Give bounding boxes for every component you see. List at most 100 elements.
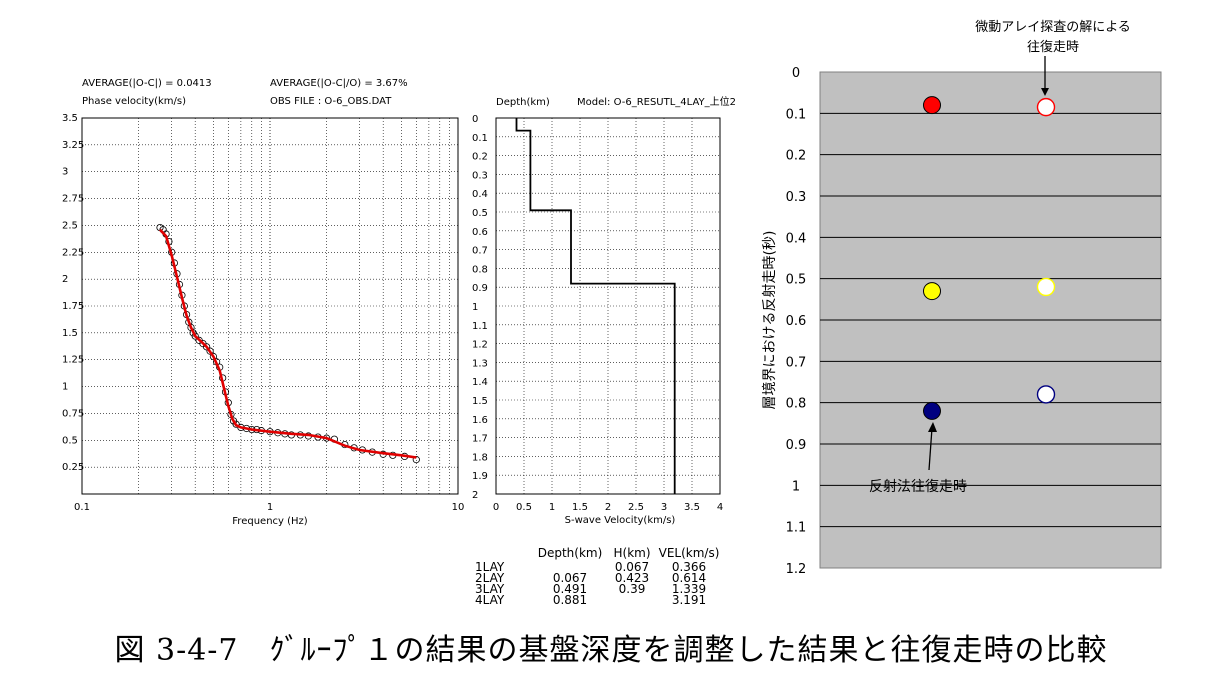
profile-ytick-label: 0.2	[472, 152, 488, 163]
reflection-time-point	[923, 401, 941, 420]
profile-xtick-label: 1	[549, 502, 555, 513]
reflection-time-point	[923, 96, 941, 115]
travel-grid	[820, 112, 1161, 528]
table-cell: 0.366	[672, 560, 706, 574]
layer-table: Depth(km) H(km) VEL(km/s) 1LAY 0.067 0.366 2LA…	[475, 546, 719, 607]
annotation-bottom: 反射法往復走時	[869, 478, 967, 495]
profile-xtick-label: 3.5	[684, 502, 700, 513]
array-solution-point	[1036, 277, 1056, 297]
profile-ytick-label: 1.7	[472, 434, 488, 445]
profile-xtick-label: 3	[661, 502, 667, 513]
annotation-bottom-arrowhead	[928, 422, 937, 432]
dispersion-ytick-label: 0.75	[62, 408, 84, 419]
travel-time-chart: 0 0.1 0.2 0.3 0.4 0.5 0.6 0.7 0.8 0.9 1 1.1 1.2 層境界に…	[762, 20, 1162, 577]
profile-ytick-label: 1.2	[472, 340, 488, 351]
travel-ytick-label: 1.1	[786, 521, 807, 536]
profile-grid	[496, 118, 720, 494]
profile-ytick-label: 1.8	[472, 452, 488, 463]
annotation-top-line1: 微動アレイ探査の解による	[975, 20, 1131, 35]
dispersion-ytick-label: 3.5	[62, 113, 78, 124]
profile-xtick-label: 4	[717, 502, 723, 513]
profile-xlabel: S-wave Velocity(km/s)	[565, 515, 676, 526]
travel-ticks: 0 0.1 0.2 0.3 0.4 0.5 0.6 0.7 0.8 0.9 1 1.1 1.2	[786, 66, 807, 577]
profile-xtick-label: 2.5	[628, 502, 644, 513]
dispersion-xlabel: Frequency (Hz)	[232, 516, 308, 527]
dispersion-ytick-label: 1.75	[62, 301, 84, 312]
profile-ytick-label: 1.6	[472, 415, 488, 426]
profile-xtick-label: 2	[605, 502, 611, 513]
array-solution-point	[1036, 385, 1056, 404]
annotation-top-line2: 往復走時	[1027, 39, 1079, 55]
dispersion-ticks: 3.5 3.25 3 2.75 2.5 2.25 2 1.75 1.5 1.25 1 0.75 0.5 0…	[62, 113, 464, 513]
velocity-profile-chart: Depth(km) Model: O-6_RESUTL_4LAY_上位2 0 0.…	[472, 95, 736, 526]
annotation-top-arrowhead	[1041, 88, 1049, 96]
table-cell: 2LAY	[475, 571, 505, 585]
table-header-cell: Depth(km)	[538, 546, 603, 560]
profile-xtick-label: 0.5	[516, 502, 532, 513]
dispersion-chart: AVERAGE(|O-C|) = 0.0413 AVERAGE(|O-C|/O)…	[62, 78, 464, 527]
table-cell: 0.39	[619, 582, 646, 596]
travel-ytick-label: 0.5	[786, 273, 807, 288]
profile-ytick-label: 0.7	[472, 246, 488, 257]
profile-ytick-label: 0.5	[472, 208, 488, 219]
table-cell: 0.067	[615, 560, 649, 574]
profile-ytick-label: 1.5	[472, 396, 488, 407]
model-text: Model: O-6_RESUTL_4LAY_上位2	[577, 95, 736, 108]
profile-ticks: 0 0.1 0.2 0.3 0.4 0.5 0.6 0.7 0.8 0.9 1 1.1 1.2 1.3 1.…	[472, 114, 723, 513]
observed-point	[191, 332, 199, 340]
figure: AVERAGE(|O-C|) = 0.0413 AVERAGE(|O-C|/O)…	[62, 20, 1162, 607]
profile-ytick-label: 2	[472, 490, 478, 501]
avg-rel-text: AVERAGE(|O-C|/O) = 3.67%	[270, 78, 408, 89]
dispersion-xtick-label: 1	[267, 502, 273, 513]
profile-ytick-label: 1	[472, 302, 478, 313]
profile-ytick-label: 1.4	[472, 377, 488, 388]
profile-ytick-label: 1.1	[472, 321, 488, 332]
travel-ytick-label: 0.8	[786, 397, 807, 412]
dispersion-ytick-label: 0.25	[62, 462, 84, 473]
table-cell: 0.067	[553, 571, 587, 585]
fit-line	[159, 228, 417, 459]
dispersion-ytick-label: 2.25	[62, 247, 84, 258]
fit-line-path	[159, 228, 417, 459]
dispersion-ytick-label: 3.25	[62, 140, 84, 151]
dispersion-ytick-label: 1	[62, 382, 68, 393]
observed-point	[206, 347, 214, 355]
obs-file-text: OBS FILE : O-6_OBS.DAT	[270, 96, 392, 107]
travel-ytick-label: 0.9	[786, 438, 807, 453]
travel-ytick-label: 0.2	[786, 149, 807, 164]
dispersion-ytick-label: 3	[62, 167, 68, 178]
travel-ytick-label: 1.2	[786, 562, 807, 577]
travel-ytick-label: 0	[792, 66, 800, 81]
table-cell: 0.881	[553, 593, 587, 607]
velocity-profile-line	[515, 118, 676, 494]
profile-ytick-label: 1.3	[472, 358, 488, 369]
table-cell: 4LAY	[475, 593, 505, 607]
avg-abs-text: AVERAGE(|O-C|) = 0.0413	[82, 78, 212, 89]
travel-ylabel: 層境界における反射走時(秒)	[762, 231, 778, 410]
dispersion-xtick-label: 0.1	[74, 502, 90, 513]
travel-ytick-label: 0.4	[786, 231, 807, 246]
profile-line-group	[515, 118, 676, 494]
profile-ytick-label: 0.1	[472, 133, 488, 144]
profile-ytick-label: 0.6	[472, 227, 488, 238]
travel-ytick-label: 0.7	[786, 355, 807, 370]
profile-xtick-label: 1.5	[572, 502, 588, 513]
profile-ytick-label: 0.9	[472, 283, 488, 294]
observed-point	[202, 343, 211, 351]
dispersion-ytick-label: 0.5	[62, 435, 78, 446]
travel-points	[923, 96, 1056, 420]
annotation-bottom-arrow	[928, 427, 933, 471]
figure-caption: 図 3-4-7 ｸﾞﾙｰﾌﾟ１の結果の基盤深度を調整した結果と往復走時の比較	[114, 633, 1108, 668]
profile-ytick-label: 0.8	[472, 264, 488, 275]
travel-ytick-label: 1	[792, 479, 800, 494]
dispersion-xtick-label: 10	[452, 502, 465, 513]
table-cell: 3LAY	[475, 582, 505, 596]
profile-xtick-label: 0	[493, 502, 499, 513]
reflection-time-point	[923, 282, 941, 301]
profile-ytick-label: 1.9	[472, 471, 488, 482]
travel-ytick-label: 0.6	[786, 314, 807, 329]
dispersion-ytick-label: 2	[62, 274, 68, 285]
table-cell: 0.614	[672, 571, 706, 585]
dispersion-ytick-label: 2.5	[62, 220, 78, 231]
table-cell: 3.191	[672, 593, 706, 607]
